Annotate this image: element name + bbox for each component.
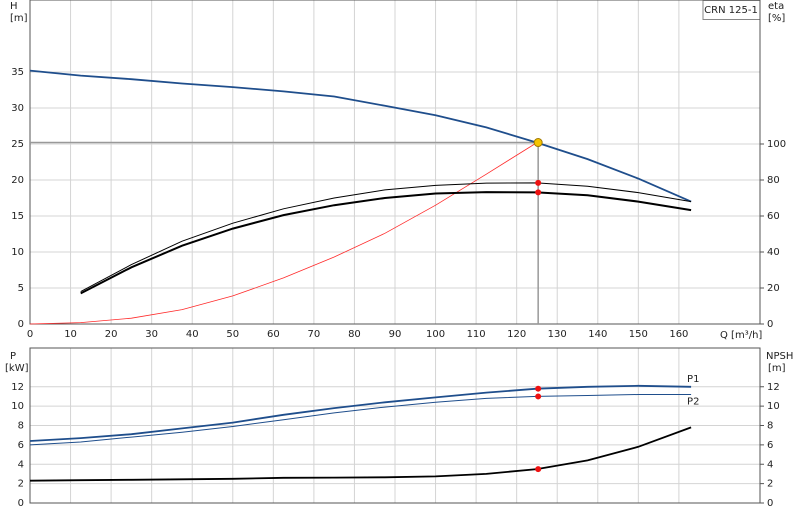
y-tick-label: 35 (11, 67, 24, 78)
x-tick-label: 120 (507, 329, 526, 340)
x-tick-label: 80 (348, 329, 361, 340)
x-tick-label: 40 (186, 329, 199, 340)
y2-axis-unit: [m] (768, 363, 786, 374)
y2-tick-label: 10 (767, 401, 780, 412)
operating-point (535, 393, 542, 400)
series-label: P2 (687, 397, 699, 408)
operating-point (533, 138, 543, 148)
y-tick-label: 10 (11, 401, 24, 412)
y-axis-unit: [m] (10, 13, 28, 24)
y-tick-label: 5 (18, 283, 24, 294)
y-tick-label: 0 (18, 498, 24, 509)
x-tick-label: 90 (389, 329, 402, 340)
operating-point (535, 179, 542, 186)
x-axis-label: Q [m³/h] (720, 330, 762, 341)
curve (80, 182, 692, 293)
y2-tick-label: 8 (767, 421, 773, 432)
x-tick-label: 140 (588, 329, 607, 340)
y-tick-label: 20 (11, 175, 24, 186)
x-tick-label: 100 (426, 329, 445, 340)
y2-tick-label: 20 (767, 283, 780, 294)
y2-tick-label: 6 (767, 440, 773, 451)
y-tick-label: 30 (11, 103, 24, 114)
y2-axis-unit: [%] (768, 13, 785, 24)
curve (29, 394, 692, 446)
plot-frame (29, 347, 761, 504)
x-tick-label: 130 (548, 329, 567, 340)
curve (29, 426, 692, 482)
x-tick-label: 110 (467, 329, 486, 340)
y2-tick-label: 12 (767, 382, 780, 393)
y-tick-label: 25 (11, 139, 24, 150)
y-tick-label: 12 (11, 382, 24, 393)
y2-tick-label: 0 (767, 498, 773, 509)
y-tick-label: 6 (18, 440, 24, 451)
y-tick-label: 15 (11, 211, 24, 222)
y-tick-label: 0 (18, 319, 24, 330)
y2-tick-label: 4 (767, 459, 773, 470)
y-tick-label: 10 (11, 247, 24, 258)
curve (29, 384, 692, 442)
operating-point (535, 189, 542, 196)
y-tick-label: 8 (18, 421, 24, 432)
x-tick-label: 50 (226, 329, 239, 340)
operating-point (535, 466, 542, 473)
y2-tick-label: 80 (767, 175, 780, 186)
y-axis-label: P (10, 351, 16, 362)
legend-title: CRN 125-1 (704, 5, 758, 16)
y-tick-label: 4 (18, 459, 24, 470)
y2-tick-label: 40 (767, 247, 780, 258)
y-axis-unit: [kW] (5, 363, 29, 374)
y2-tick-label: 60 (767, 211, 780, 222)
y-tick-label: 2 (18, 479, 24, 490)
x-tick-label: 150 (629, 329, 648, 340)
plot-frame (29, 0, 761, 325)
curve (80, 191, 692, 295)
series-label: P1 (687, 374, 699, 385)
y2-tick-label: 0 (767, 319, 773, 330)
x-tick-label: 0 (27, 329, 33, 340)
operating-point (535, 385, 542, 392)
y2-tick-label: 100 (767, 139, 786, 150)
x-tick-label: 20 (105, 329, 118, 340)
x-tick-label: 160 (669, 329, 688, 340)
y2-tick-label: 2 (767, 479, 773, 490)
x-tick-label: 70 (308, 329, 321, 340)
y2-axis-label: eta (768, 1, 784, 12)
curve (29, 69, 692, 203)
x-tick-label: 60 (267, 329, 280, 340)
y2-axis-label: NPSH (766, 351, 793, 362)
x-tick-label: 10 (64, 329, 77, 340)
x-tick-label: 30 (145, 329, 158, 340)
curve (29, 142, 538, 325)
y-axis-label: H (10, 1, 18, 12)
